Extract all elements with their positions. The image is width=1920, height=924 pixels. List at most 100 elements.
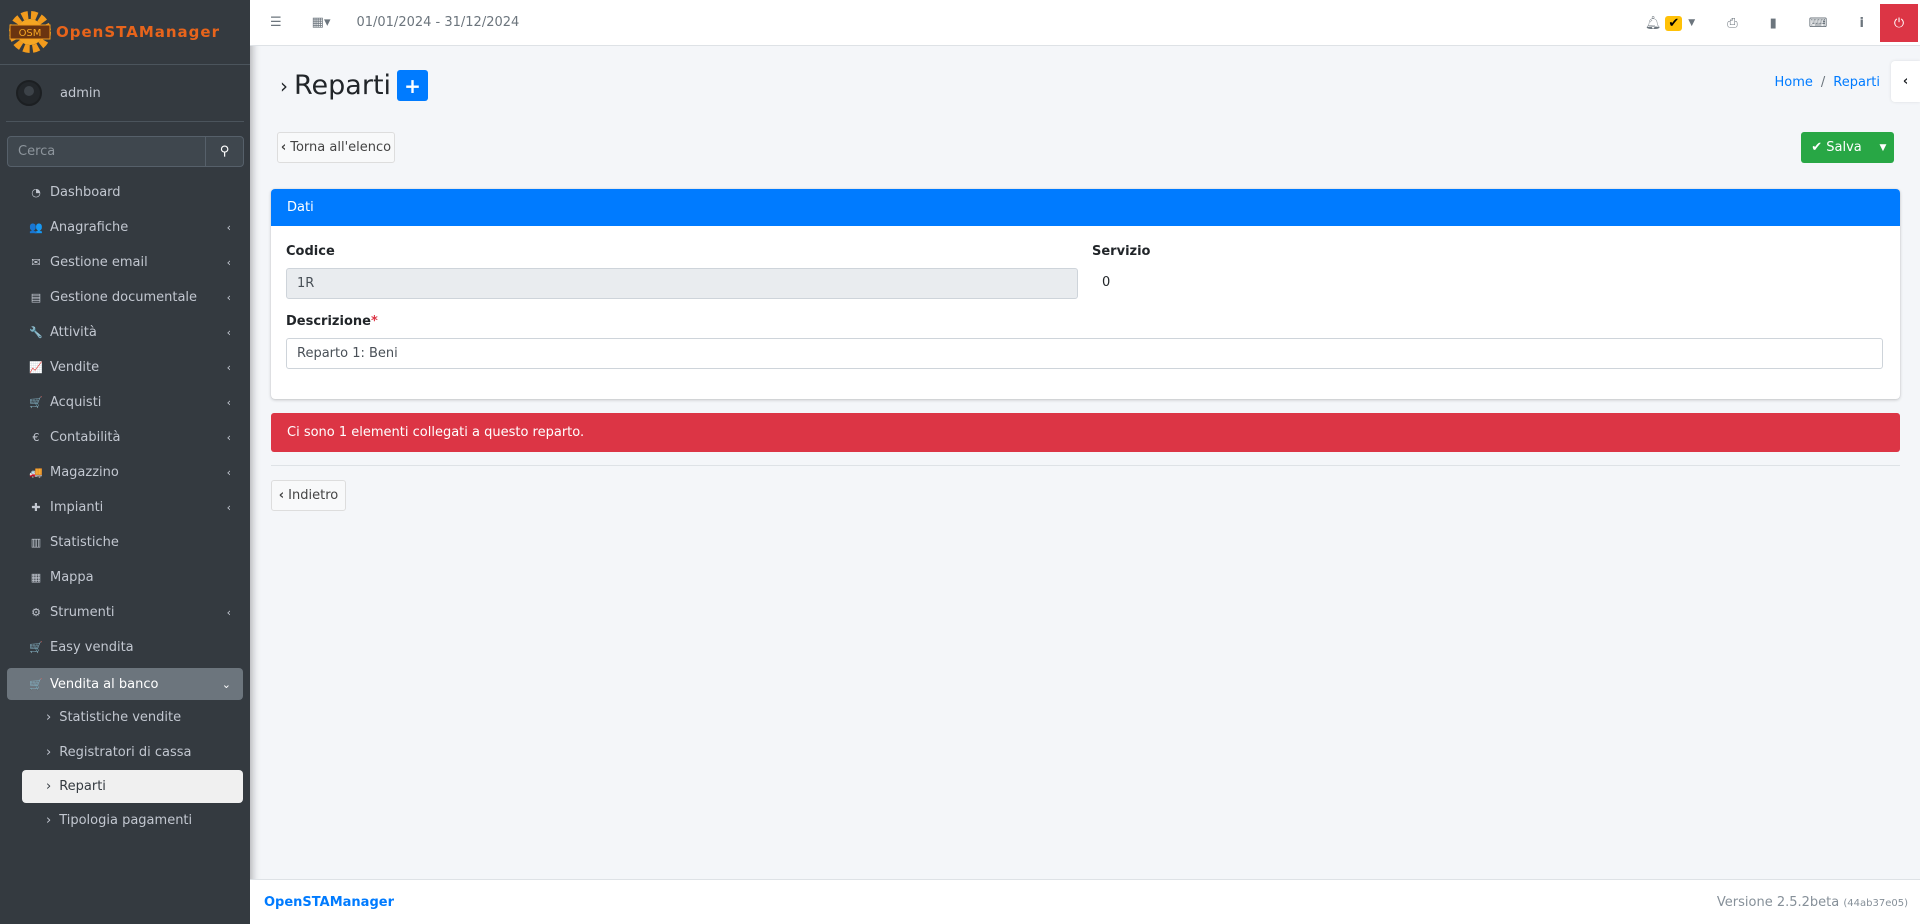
- codice-field[interactable]: 1R: [286, 268, 1078, 299]
- sidebar-item-gestione-email[interactable]: ✉ Gestione email ‹: [7, 245, 243, 280]
- add-button[interactable]: +: [397, 70, 429, 101]
- notification-check-badge[interactable]: ✔: [1665, 15, 1683, 31]
- back-button[interactable]: ‹ Indietro: [271, 480, 346, 511]
- submenu-item-tipologia-pagamenti[interactable]: › Tipologia pagamenti: [22, 803, 243, 838]
- chevron-right-icon: ›: [46, 710, 52, 725]
- dati-card: Dati Codice 1R Servizio 0 Descrizione* R…: [271, 189, 1900, 399]
- search-button[interactable]: ⚲: [205, 137, 243, 166]
- book-icon[interactable]: ▮: [1769, 15, 1777, 31]
- divider: [271, 465, 1900, 466]
- bell-icon[interactable]: 🔔︎: [1644, 15, 1662, 31]
- date-range[interactable]: 01/01/2024 - 31/12/2024: [356, 15, 520, 30]
- footer-brand-link[interactable]: OpenSTAManager: [264, 894, 394, 910]
- chevron-left-icon: ‹: [226, 501, 231, 514]
- sidebar-item-label: Impianti: [50, 500, 104, 515]
- chevron-left-icon: ‹: [1902, 74, 1909, 89]
- wrench-icon: 🔧: [29, 326, 43, 339]
- chevron-left-icon: ‹: [226, 396, 231, 409]
- puzzle-icon: ✚: [31, 501, 41, 514]
- envelope-icon: ✉: [31, 256, 41, 269]
- sidebar-item-label: Gestione email: [50, 255, 148, 270]
- power-logout-button[interactable]: ⏻: [1880, 4, 1918, 42]
- gear-icon: ⚙: [31, 606, 41, 619]
- sidebar-item-contabilit-[interactable]: € Contabilità ‹: [7, 420, 243, 455]
- sidebar-item-vendita-al-banco[interactable]: 🛒 Vendita al banco ⌄: [7, 668, 243, 700]
- cart-icon: 🛒: [29, 641, 43, 654]
- sidebar-item-label: Easy vendita: [50, 640, 134, 655]
- sidebar-item-label: Gestione documentale: [50, 290, 198, 305]
- hamburger-menu-icon[interactable]: ☰: [270, 15, 282, 30]
- back-to-list-button[interactable]: ‹ Torna all'elenco: [277, 132, 395, 163]
- logo[interactable]: OSM OpenSTAManager: [0, 0, 250, 65]
- submenu-item-statistiche-vendite[interactable]: › Statistiche vendite: [22, 700, 243, 735]
- sidebar-item-label: Anagrafiche: [50, 220, 129, 235]
- top-navbar: ☰ ▦▾ 01/01/2024 - 31/12/2024 🔔︎ ✔ ▼ ⎙ ▮ …: [250, 0, 1920, 46]
- chevron-left-icon: ‹: [226, 221, 231, 234]
- save-label: Salva: [1826, 140, 1862, 155]
- sidebar-item-impianti[interactable]: ✚ Impianti ‹: [7, 490, 243, 525]
- info-icon[interactable]: i: [1859, 15, 1864, 31]
- sidebar-item-magazzino[interactable]: 🚚 Magazzino ‹: [7, 455, 243, 490]
- cart-icon: 🛒: [29, 677, 43, 691]
- chevron-left-icon: ‹: [226, 466, 231, 479]
- sidebar-item-label: Strumenti: [50, 605, 115, 620]
- breadcrumb: Home / Reparti: [1774, 75, 1881, 90]
- submenu-item-registratori-di-cassa[interactable]: › Registratori di cassa: [22, 735, 243, 770]
- breadcrumb-home[interactable]: Home: [1774, 75, 1813, 90]
- back-to-list-label: Torna all'elenco: [290, 140, 392, 155]
- control-sidebar-toggle[interactable]: ‹: [1891, 61, 1920, 102]
- chevron-down-icon[interactable]: ▼: [1688, 18, 1696, 28]
- footer-version: Versione 2.5.2beta (44ab37e05): [1716, 894, 1908, 910]
- submenu-item-reparti[interactable]: › Reparti: [22, 770, 243, 803]
- chevron-left-icon: ‹: [226, 431, 231, 444]
- sidebar-item-label: Vendite: [50, 360, 100, 375]
- print-icon[interactable]: ⎙: [1727, 15, 1738, 31]
- sidebar: OSM OpenSTAManager admin ⚲ ◔ Dashboard 👥 An…: [0, 0, 250, 924]
- chevron-left-icon: ‹: [226, 256, 231, 269]
- back-label: Indietro: [288, 488, 339, 503]
- sidebar-item-dashboard[interactable]: ◔ Dashboard: [7, 175, 243, 210]
- breadcrumb-reparti[interactable]: Reparti: [1833, 75, 1880, 90]
- chevron-right-icon: ›: [46, 745, 52, 760]
- submenu-item-label: Tipologia pagamenti: [59, 813, 193, 828]
- file-icon: ▤: [30, 291, 42, 304]
- users-icon: 👥: [29, 221, 43, 234]
- sidebar-item-mappa[interactable]: ▦ Mappa: [7, 560, 243, 595]
- calendar-icon[interactable]: ▦▾: [311, 15, 331, 30]
- chevron-left-icon: ‹: [226, 291, 231, 304]
- sidebar-item-vendite[interactable]: 📈 Vendite ‹: [7, 350, 243, 385]
- save-dropdown-toggle[interactable]: ▼: [1879, 142, 1887, 153]
- sidebar-item-label: Magazzino: [50, 465, 119, 480]
- chevron-right-icon: ›: [46, 813, 52, 828]
- sidebar-item-attivit-[interactable]: 🔧 Attività ‹: [7, 315, 243, 350]
- sidebar-item-anagrafiche[interactable]: 👥 Anagrafiche ‹: [7, 210, 243, 245]
- svg-text:OSM: OSM: [19, 28, 42, 39]
- card-header: Dati: [271, 189, 1900, 226]
- linked-elements-alert: Ci sono 1 elementi collegati a questo re…: [271, 413, 1900, 452]
- sidebar-item-label: Statistiche: [50, 535, 119, 550]
- servizio-label: Servizio: [1092, 244, 1151, 259]
- sidebar-item-label: Vendita al banco: [50, 676, 159, 692]
- euro-icon: €: [32, 431, 40, 444]
- descrizione-label: Descrizione*: [286, 314, 378, 329]
- chevron-left-icon: ‹: [226, 326, 231, 339]
- descrizione-field[interactable]: Reparto 1: Beni: [286, 338, 1883, 369]
- chart-line-icon: 📈: [29, 361, 43, 374]
- submenu-item-label: Reparti: [59, 779, 106, 794]
- map-icon: ▦: [30, 571, 42, 584]
- user-panel[interactable]: admin: [6, 65, 244, 122]
- sidebar-item-statistiche[interactable]: ▥ Statistiche: [7, 525, 243, 560]
- sidebar-item-gestione-documentale[interactable]: ▤ Gestione documentale ‹: [7, 280, 243, 315]
- sidebar-search: ⚲: [7, 136, 244, 167]
- keyboard-icon[interactable]: ⌨: [1808, 15, 1828, 31]
- cart-icon: 🛒: [29, 396, 43, 409]
- sidebar-item-acquisti[interactable]: 🛒 Acquisti ‹: [7, 385, 243, 420]
- submenu-item-label: Statistiche vendite: [59, 710, 182, 725]
- sidebar-item-strumenti[interactable]: ⚙ Strumenti ‹: [7, 595, 243, 630]
- save-button[interactable]: ✔ Salva: [1801, 140, 1872, 155]
- chevron-left-icon: ‹: [226, 361, 231, 374]
- chevron-down-icon: ⌄: [221, 677, 231, 691]
- search-input[interactable]: [8, 137, 205, 166]
- user-name: admin: [60, 85, 101, 101]
- sidebar-item-easy-vendita[interactable]: 🛒 Easy vendita: [7, 630, 243, 665]
